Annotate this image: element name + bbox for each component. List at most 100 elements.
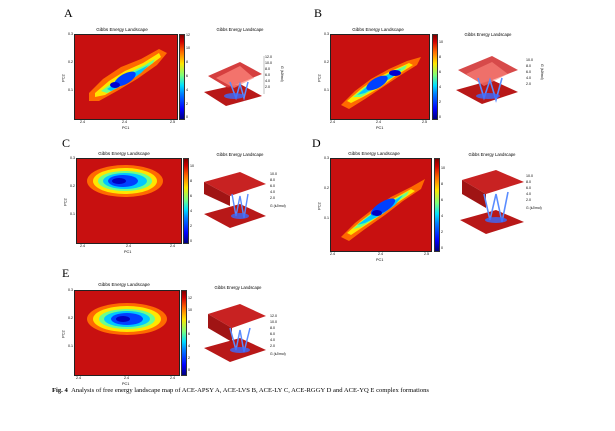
panel-d-3d-surface — [456, 164, 536, 253]
y-axis-label: PC2 — [61, 330, 66, 338]
y-tick: 0.2 — [68, 60, 73, 64]
cbar-tick: 8 — [188, 320, 190, 324]
x-tick: 2.4 — [80, 120, 85, 124]
cbar-tick: 6 — [188, 332, 190, 336]
z-axis-label: G (kJ/mol) — [526, 206, 542, 210]
cbar-tick: 10 — [190, 164, 194, 168]
cbar-tick: 4 — [190, 209, 192, 213]
cbar-tick: 0 — [186, 115, 188, 119]
y-tick: 0.3 — [68, 32, 73, 36]
z-tick: 8.0 — [526, 64, 531, 68]
panel-b-colorbar — [432, 34, 438, 120]
z-tick: 4.0 — [526, 76, 531, 80]
z-tick: 6.0 — [526, 70, 531, 74]
z-tick: 8.0 — [526, 180, 531, 184]
z-tick: 6.0 — [526, 186, 531, 190]
cbar-tick: 10 — [439, 40, 443, 44]
z-tick: 6.0 — [270, 184, 275, 188]
z-tick: 2.0 — [265, 85, 270, 89]
cbar-tick: 12 — [186, 33, 190, 37]
cbar-tick: 6 — [441, 198, 443, 202]
z-tick: 10.0 — [526, 174, 533, 178]
cbar-tick: 8 — [190, 179, 192, 183]
z-axis-label: G (kJ/mol) — [279, 66, 284, 82]
cbar-tick: 8 — [439, 55, 441, 59]
z-axis-label: G (kJ/mol) — [539, 64, 544, 80]
cbar-tick: 0 — [190, 239, 192, 243]
panel-e-3d-title: Gibbs Energy Landscape — [214, 285, 262, 290]
panel-letter-d: D — [312, 136, 321, 150]
z-axis-label: G (kJ/mol) — [270, 352, 286, 356]
z-tick: 4.0 — [265, 79, 270, 83]
z-tick: 12.0 — [265, 55, 272, 59]
y-axis-label: PC2 — [61, 74, 66, 82]
x-tick: 2.5 — [170, 120, 175, 124]
cbar-tick: 2 — [186, 102, 188, 106]
panel-c-3d-surface — [200, 164, 280, 249]
x-tick: 2.4 — [124, 376, 129, 380]
cbar-tick: 2 — [190, 224, 192, 228]
y-tick: 0.2 — [68, 316, 73, 320]
x-tick: 2.5 — [422, 120, 427, 124]
cbar-tick: 10 — [188, 308, 192, 312]
z-tick: 10.0 — [526, 58, 533, 62]
panel-c-colorbar — [183, 158, 189, 244]
x-tick: 2.4 — [378, 252, 383, 256]
y-axis-label: PC2 — [317, 74, 322, 82]
y-tick: 0.1 — [324, 88, 329, 92]
cbar-tick: 12 — [188, 296, 192, 300]
z-tick: 12.0 — [270, 314, 277, 318]
y-tick: 0.1 — [324, 216, 329, 220]
panel-b-2d-title: Gibbs Energy Landscape — [352, 27, 404, 32]
panel-e-colorbar — [181, 290, 187, 376]
panel-a-3d-surface — [200, 36, 280, 123]
panel-letter-c: C — [62, 136, 71, 150]
panel-e-2d-title: Gibbs Energy Landscape — [98, 282, 150, 287]
panel-letter-b: B — [314, 6, 323, 20]
panel-letter-e: E — [62, 266, 70, 280]
cbar-tick: 0 — [188, 368, 190, 372]
y-tick: 0.3 — [324, 156, 329, 160]
z-tick: 2.0 — [526, 82, 531, 86]
panel-b-3d-title: Gibbs Energy Landscape — [464, 32, 512, 37]
z-axis-label: G (kJ/mol) — [270, 204, 286, 208]
panel-c-2d-title: Gibbs Energy Landscape — [98, 151, 150, 156]
z-tick: 8.0 — [265, 67, 270, 71]
cbar-tick: 8 — [186, 60, 188, 64]
z-tick: 10.0 — [265, 61, 272, 65]
x-tick: 2.4 — [80, 244, 85, 248]
y-tick: 0.2 — [324, 186, 329, 190]
z-tick: 10.0 — [270, 320, 277, 324]
y-tick: 0.1 — [70, 212, 75, 216]
cbar-tick: 4 — [441, 214, 443, 218]
panel-c-heatmap — [76, 158, 182, 244]
x-axis-label: PC1 — [122, 382, 130, 386]
panel-d-heatmap — [330, 158, 432, 252]
x-tick: 2.4 — [376, 120, 381, 124]
x-axis-label: PC1 — [124, 250, 132, 254]
panel-a-heatmap — [74, 34, 178, 120]
panel-d-colorbar — [434, 158, 440, 252]
x-axis-label: PC1 — [122, 126, 130, 130]
x-tick: 2.4 — [330, 252, 335, 256]
x-axis-label: PC1 — [376, 258, 384, 262]
x-tick: 2.5 — [424, 252, 429, 256]
x-tick: 2.4 — [170, 376, 175, 380]
z-tick: 4.0 — [270, 338, 275, 342]
x-tick: 2.4 — [126, 244, 131, 248]
z-tick: 10.0 — [270, 172, 277, 176]
z-tick: 6.0 — [265, 73, 270, 77]
cbar-tick: 6 — [190, 194, 192, 198]
x-tick: 2.4 — [330, 120, 335, 124]
cbar-tick: 8 — [441, 182, 443, 186]
panel-e-heatmap — [74, 290, 180, 376]
figure-label: Fig. 4 — [52, 387, 68, 394]
panel-b-heatmap — [330, 34, 430, 120]
z-tick: 2.0 — [526, 198, 531, 202]
cbar-tick: 4 — [186, 88, 188, 92]
cbar-tick: 4 — [188, 344, 190, 348]
z-tick: 2.0 — [270, 344, 275, 348]
cbar-tick: 10 — [441, 166, 445, 170]
z-tick: 8.0 — [270, 326, 275, 330]
y-tick: 0.2 — [70, 184, 75, 188]
